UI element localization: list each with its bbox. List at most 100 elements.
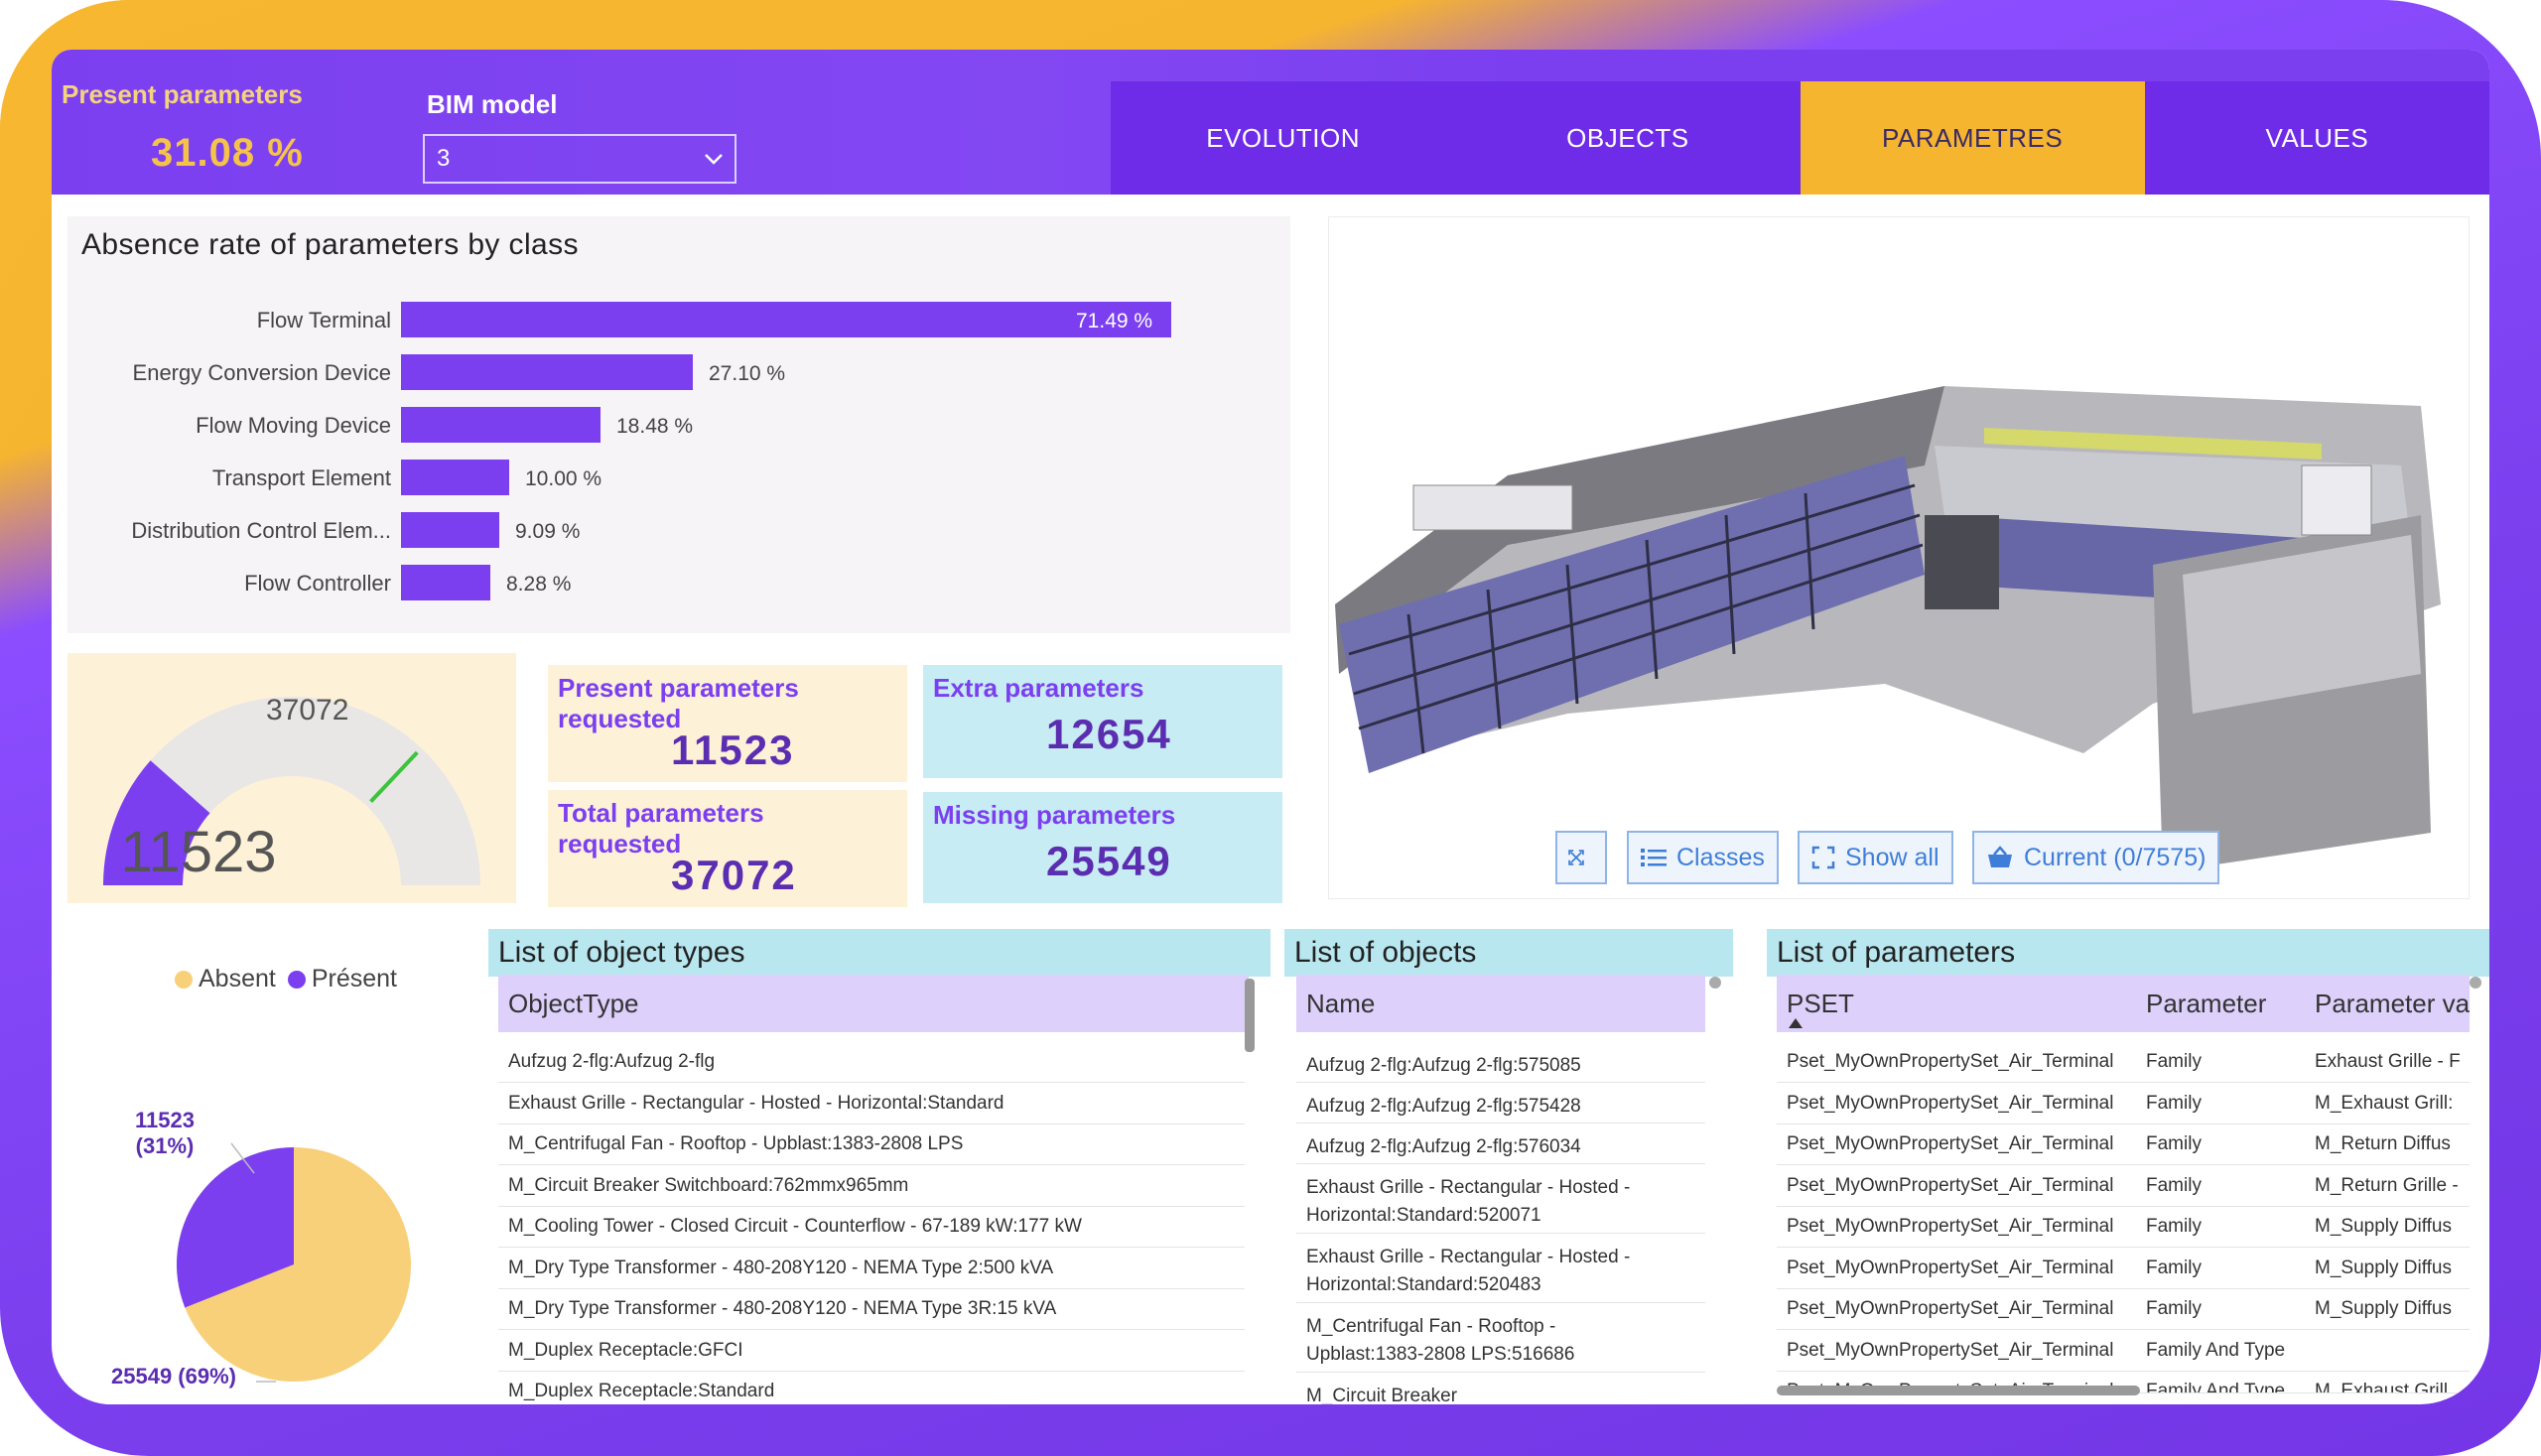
parameter-cell: Family: [2146, 1051, 2202, 1072]
kpi-missing-value: 25549: [1046, 838, 1172, 884]
object-row[interactable]: M_Centrifugal Fan - Rooftop - Upblast:138…: [1296, 1303, 1705, 1373]
tab-objects[interactable]: OBJECTS: [1455, 81, 1801, 195]
pset-cell: Pset_MyOwnPropertySet_Air_Terminal: [1787, 1257, 2114, 1278]
kpi-present-requested-label: Present parameters requested: [558, 673, 799, 733]
parameter-value-cell: M_Exhaust Grill:: [2315, 1092, 2454, 1114]
kpi-extra-label: Extra parameters: [933, 673, 1144, 703]
parameter-column-header[interactable]: Parameter: [2146, 989, 2267, 1018]
expand-icon: [1568, 850, 1584, 865]
object-name-line: M_Circuit Breaker: [1306, 1386, 1458, 1404]
bim-3d-viewer[interactable]: Classes Show all Current (0/7575): [1328, 216, 2470, 899]
parameter-row[interactable]: Pset_MyOwnPropertySet_Air_Terminal Family…: [1777, 1084, 2470, 1125]
pset-cell: Pset_MyOwnPropertySet_Air_Terminal: [1787, 1174, 2114, 1196]
object-type-row[interactable]: M_Dry Type Transformer - 480-208Y120 - N…: [498, 1289, 1245, 1330]
bar-value-label: 27.10 %: [709, 362, 786, 385]
bar[interactable]: [401, 565, 490, 600]
tab-parametres[interactable]: PARAMETRES: [1800, 81, 2145, 195]
object-types-header[interactable]: ObjectType: [498, 975, 1249, 1032]
object-name-line: Horizontal:Standard:520483: [1306, 1274, 1541, 1295]
bim-model-select[interactable]: 3: [423, 134, 736, 184]
list-icon: [1641, 849, 1667, 866]
object-row[interactable]: Aufzug 2-flg:Aufzug 2-flg:575428: [1296, 1083, 1705, 1124]
object-types-title: List of object types: [488, 929, 1270, 977]
bar-value-label: 9.09 %: [515, 520, 581, 543]
object-row[interactable]: Aufzug 2-flg:Aufzug 2-flg:575085: [1296, 1042, 1705, 1083]
parameter-row[interactable]: Pset_MyOwnPropertySet_Air_Terminal Family…: [1777, 1166, 2470, 1207]
object-name-line: Exhaust Grille - Rectangular - Hosted -: [1306, 1247, 1631, 1267]
objects-title: List of objects: [1284, 929, 1733, 977]
bar-category-label: Flow Controller: [244, 571, 391, 596]
sort-ascending-icon[interactable]: [1789, 1018, 1803, 1028]
parameter-cell: Family: [2146, 1092, 2202, 1114]
parameter-row[interactable]: Pset_MyOwnPropertySet_Air_Terminal Family…: [1777, 1125, 2470, 1165]
bar-value-label: 10.00 %: [525, 467, 602, 490]
object-type-row[interactable]: M_Centrifugal Fan - Rooftop - Upblast:13…: [498, 1125, 1245, 1165]
parameter-value-cell: M_Supply Diffus: [2315, 1298, 2452, 1319]
parameter-row[interactable]: Pset_MyOwnPropertySet_Air_Terminal Family…: [1777, 1289, 2470, 1330]
object-type-row[interactable]: M_Dry Type Transformer - 480-208Y120 - N…: [498, 1249, 1245, 1289]
bar[interactable]: [401, 512, 499, 548]
bar-category-label: Energy Conversion Device: [132, 360, 391, 385]
dashboard-panel: Present parameters 31.08 % BIM model 3 E…: [52, 50, 2489, 1404]
tab-evolution[interactable]: EVOLUTION: [1111, 81, 1456, 195]
current-selection-button[interactable]: Current (0/7575): [1972, 831, 2220, 884]
objects-scrollbar[interactable]: [1709, 977, 1721, 989]
object-type-row[interactable]: M_Duplex Receptacle:GFCI: [498, 1331, 1245, 1372]
classes-button[interactable]: Classes: [1627, 831, 1779, 884]
object-type-row[interactable]: M_Circuit Breaker Switchboard:762mmx965m…: [498, 1166, 1245, 1207]
object-type-row[interactable]: Exhaust Grille - Rectangular - Hosted - …: [498, 1084, 1245, 1125]
current-selection-label: Current (0/7575): [2024, 843, 2207, 871]
parameter-row[interactable]: Pset_MyOwnPropertySet_Air_Terminal Family…: [1777, 1331, 2470, 1372]
pset-column-header[interactable]: PSET: [1787, 989, 1854, 1018]
parameter-row[interactable]: Pset_MyOwnPropertySet_Air_Terminal Family…: [1777, 1249, 2470, 1289]
kpi-missing: Missing parameters 25549: [923, 792, 1282, 903]
pset-cell: Pset_MyOwnPropertySet_Air_Terminal: [1787, 1339, 2114, 1361]
object-row[interactable]: M_Circuit Breaker: [1296, 1373, 1705, 1404]
parameters-scrollbar-horizontal[interactable]: [1777, 1386, 2140, 1395]
bar-value-label: 8.28 %: [506, 573, 572, 596]
objects-header[interactable]: Name: [1296, 975, 1705, 1032]
show-all-button[interactable]: Show all: [1798, 831, 1953, 884]
building-model-render: [1335, 386, 2441, 872]
kpi-extra: Extra parameters 12654: [923, 665, 1282, 778]
bar-value-label: 71.49 %: [1076, 310, 1153, 332]
tab-values[interactable]: VALUES: [2144, 81, 2489, 195]
parameter-value-column-header[interactable]: Parameter va: [2315, 989, 2470, 1018]
pie-present-percent: (31%): [135, 1133, 195, 1158]
object-name-line: Aufzug 2-flg:Aufzug 2-flg:576034: [1306, 1136, 1581, 1157]
chevron-down-icon: [705, 154, 723, 165]
object-types-scrollbar[interactable]: [1245, 979, 1255, 1052]
fit-view-icon: [1811, 846, 1835, 869]
bar[interactable]: [401, 354, 693, 390]
object-type-row[interactable]: M_Duplex Receptacle:Standard: [498, 1372, 1245, 1404]
object-row[interactable]: Exhaust Grille - Rectangular - Hosted - H…: [1296, 1164, 1705, 1234]
legend-absent-label: Absent: [199, 965, 276, 993]
parameters-scrollbar-vertical[interactable]: [2470, 977, 2481, 989]
legend-absent-swatch: [175, 970, 193, 989]
kpi-missing-label: Missing parameters: [933, 800, 1176, 830]
parameter-value-cell: M_Supply Diffus: [2315, 1257, 2452, 1278]
present-parameters-label: Present parameters: [62, 79, 303, 109]
object-row[interactable]: Aufzug 2-flg:Aufzug 2-flg:576034: [1296, 1124, 1705, 1164]
absence-chart-title: Absence rate of parameters by class: [81, 228, 579, 261]
object-type-row[interactable]: M_Cooling Tower - Closed Circuit - Count…: [498, 1207, 1245, 1248]
object-row[interactable]: Exhaust Grille - Rectangular - Hosted - H…: [1296, 1234, 1705, 1303]
bar[interactable]: [401, 407, 601, 443]
bar-category-label: Distribution Control Elem...: [131, 518, 391, 543]
parameter-row[interactable]: Pset_MyOwnPropertySet_Air_Terminal Family…: [1777, 1042, 2470, 1083]
parameter-row[interactable]: Pset_MyOwnPropertySet_Air_Terminal Family…: [1777, 1207, 2470, 1248]
object-name-line: Exhaust Grille - Rectangular - Hosted -: [1306, 1177, 1631, 1198]
object-name-line: Horizontal:Standard:520071: [1306, 1205, 1541, 1226]
bar[interactable]: [401, 302, 1171, 337]
pie-present-count: 11523: [135, 1108, 195, 1132]
object-type-row[interactable]: Aufzug 2-flg:Aufzug 2-flg: [498, 1042, 1245, 1083]
gauge-card: 37072 11523: [67, 653, 516, 903]
classes-button-label: Classes: [1676, 843, 1765, 871]
bar[interactable]: [401, 460, 509, 495]
fullscreen-button[interactable]: [1555, 831, 1607, 884]
legend-present-label: Présent: [311, 965, 398, 993]
absence-chart-card: Absence rate of parameters by class Flow…: [67, 216, 1290, 633]
bar-category-label: Transport Element: [211, 465, 391, 490]
object-name-line: Aufzug 2-flg:Aufzug 2-flg:575428: [1306, 1096, 1581, 1117]
tab-bar: EVOLUTION OBJECTS PARAMETRES VALUES: [1111, 81, 2489, 195]
